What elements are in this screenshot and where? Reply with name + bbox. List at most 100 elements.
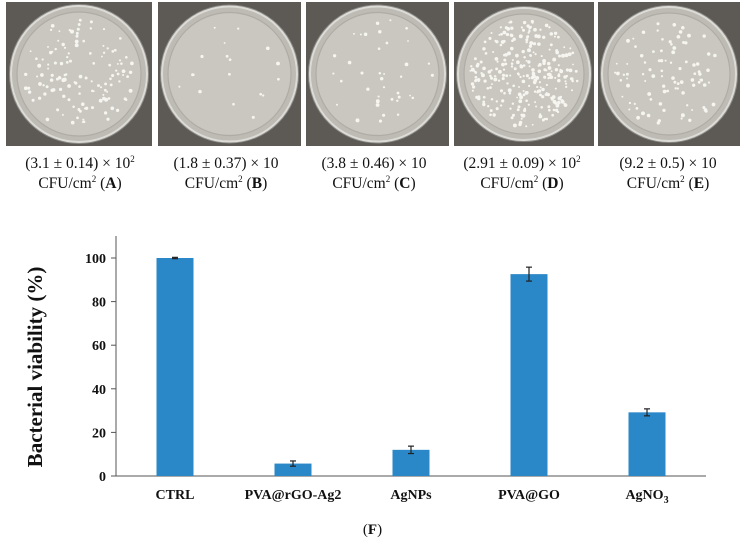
colony	[109, 77, 112, 81]
colony	[74, 39, 79, 44]
colony	[359, 33, 362, 36]
colony	[55, 77, 59, 81]
colony	[499, 26, 502, 29]
colony	[178, 85, 181, 88]
colony	[676, 82, 680, 85]
colony	[679, 80, 684, 84]
caption-unit: CFU/cm2 (D)	[480, 174, 564, 193]
colony	[360, 71, 364, 75]
colony	[399, 75, 403, 78]
colony	[482, 47, 485, 51]
caption-unit-text: CFU/cm	[332, 175, 386, 192]
colony	[508, 92, 512, 95]
colony	[682, 40, 686, 45]
colony	[38, 82, 42, 86]
colony	[482, 100, 486, 104]
colony	[382, 113, 386, 117]
colony	[50, 23, 55, 28]
colony	[489, 86, 492, 89]
colony	[474, 78, 478, 82]
colony	[525, 40, 528, 44]
colony	[538, 81, 541, 84]
caption-letter: B	[251, 175, 263, 192]
colony	[666, 89, 670, 93]
colony	[527, 31, 530, 34]
colony	[546, 61, 551, 66]
colony	[97, 84, 100, 87]
colony	[632, 37, 635, 40]
colony	[82, 118, 85, 121]
colony	[47, 45, 49, 48]
colony	[547, 105, 551, 109]
y-tick-label: 40	[92, 383, 106, 398]
colony	[228, 58, 232, 62]
colony	[377, 47, 381, 50]
colony	[512, 84, 516, 88]
colony	[375, 103, 380, 107]
colony	[527, 48, 531, 53]
colony	[521, 79, 526, 84]
caption-unit: CFU/cm2 (C)	[332, 174, 416, 193]
colony	[486, 86, 490, 90]
colony	[686, 104, 689, 107]
colony	[662, 89, 667, 94]
colony	[505, 32, 510, 37]
caption-unit-exponent: 2	[533, 174, 539, 184]
colony	[50, 73, 54, 77]
colony	[693, 72, 697, 76]
x-tick-label: PVA@rGO-Ag2	[245, 488, 342, 503]
colony	[543, 75, 547, 79]
colony	[528, 77, 531, 80]
colony	[570, 89, 574, 92]
colony	[702, 105, 706, 110]
colony	[517, 92, 522, 97]
colony	[487, 105, 490, 108]
colony	[522, 90, 525, 92]
colony	[527, 103, 530, 106]
colony	[545, 83, 548, 87]
colony	[124, 55, 128, 59]
colony	[498, 33, 501, 36]
colony	[74, 43, 79, 48]
colony	[688, 118, 692, 122]
colony	[382, 86, 386, 89]
colony	[641, 111, 645, 116]
colony	[548, 48, 551, 51]
colony	[656, 22, 660, 26]
colony	[550, 97, 554, 101]
colony	[29, 50, 32, 53]
colony	[541, 95, 545, 99]
colony	[232, 102, 235, 106]
colony	[503, 58, 507, 62]
bar-1	[274, 463, 312, 476]
caption-unit-exponent: 2	[238, 174, 243, 184]
caption-count-value: (9.2 ± 0.5) × 10	[619, 155, 717, 172]
colony	[89, 20, 93, 24]
colony	[649, 98, 653, 101]
colony	[547, 66, 552, 70]
caption-letter: D	[547, 175, 559, 192]
colony	[490, 69, 493, 72]
colony	[548, 108, 551, 112]
plate-photo-d	[454, 2, 594, 146]
colony	[518, 122, 522, 127]
colony	[628, 108, 631, 111]
colony	[501, 73, 506, 77]
colony	[555, 50, 560, 55]
colony	[475, 64, 479, 68]
colony	[534, 53, 537, 56]
colony	[676, 87, 680, 90]
colony	[191, 73, 195, 77]
colony	[511, 39, 514, 43]
colony	[626, 62, 629, 65]
colony	[67, 52, 70, 55]
colony	[543, 68, 547, 72]
colony	[469, 69, 472, 72]
colony	[78, 85, 81, 88]
colony	[427, 62, 431, 65]
colony	[536, 89, 540, 92]
plate-caption-a: (3.1 ± 0.14) × 102 CFU/cm2 (A)	[0, 154, 160, 194]
colony	[549, 75, 554, 80]
colony	[63, 46, 67, 49]
colony	[552, 57, 557, 62]
